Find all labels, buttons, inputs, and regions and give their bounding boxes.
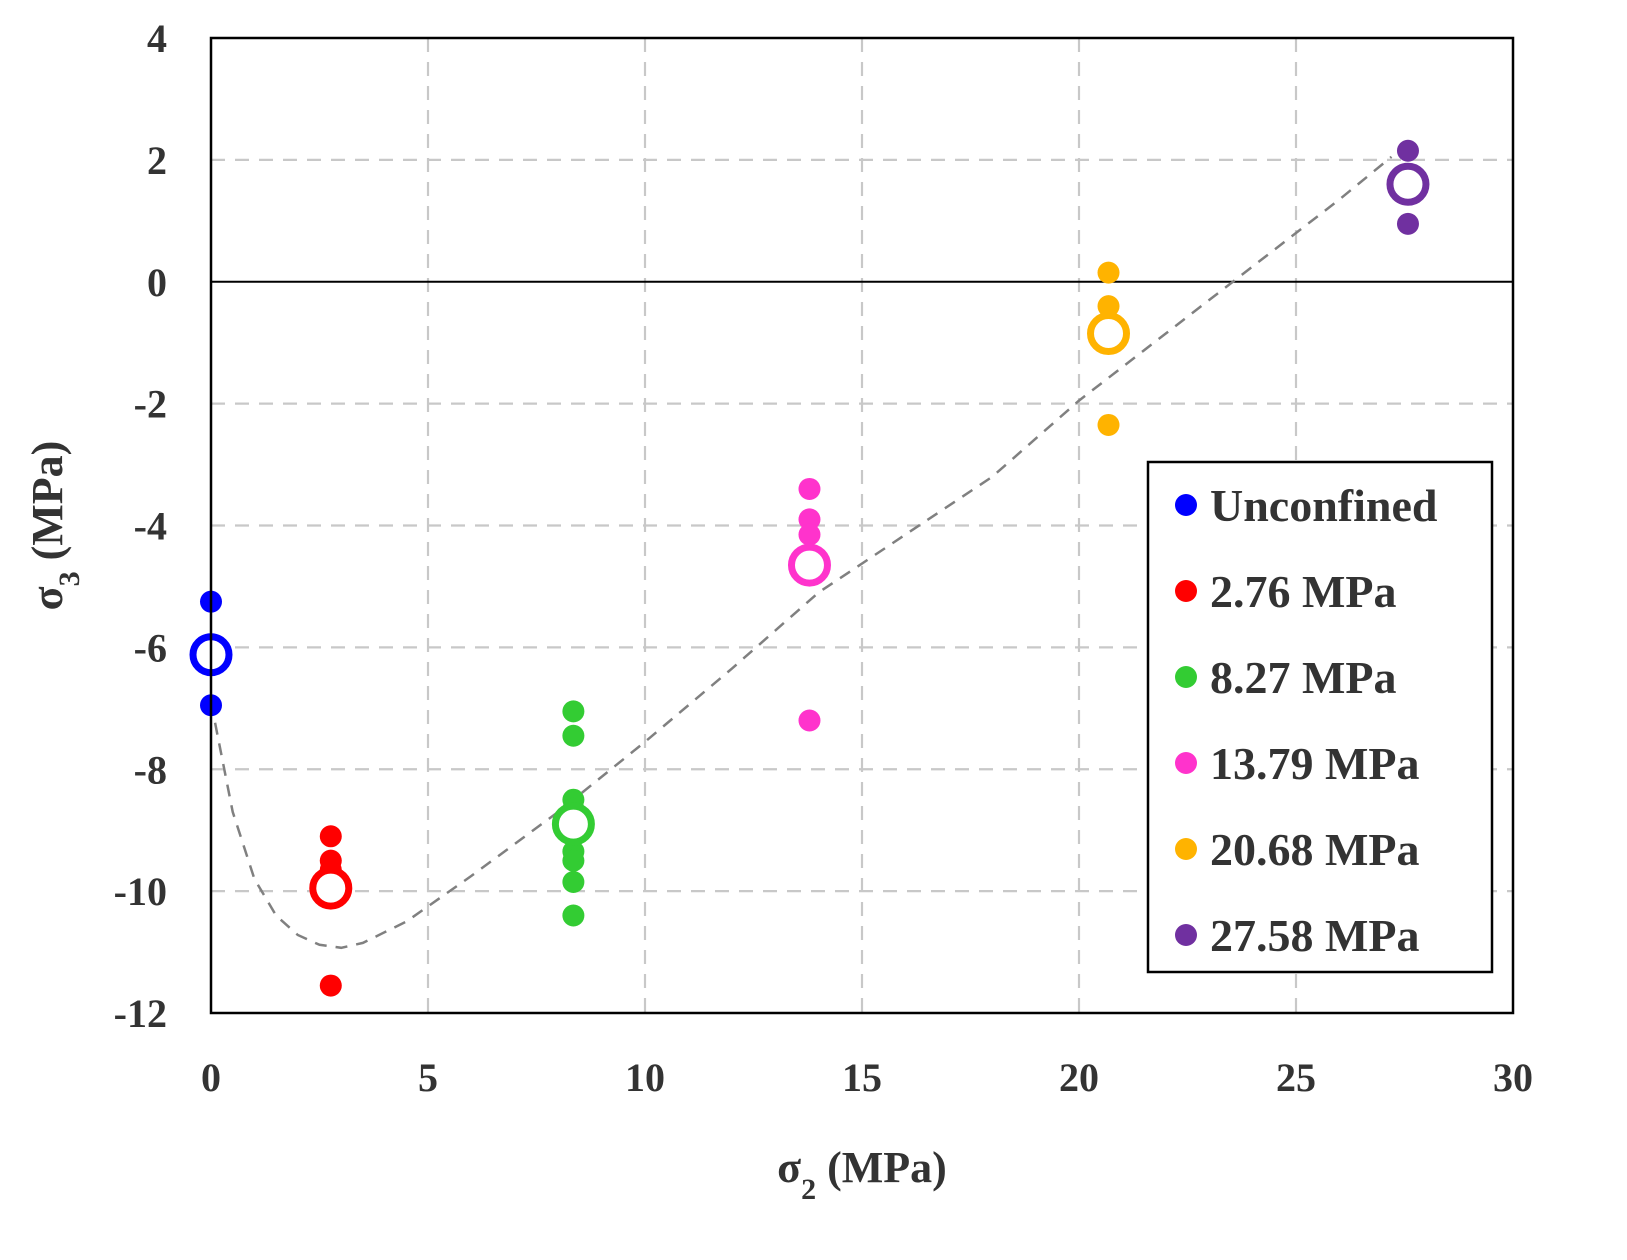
y-tick-label: 4 <box>147 16 167 61</box>
legend-box <box>1146 460 1494 974</box>
data-point <box>562 724 585 747</box>
data-point <box>562 849 585 872</box>
x-axis-symbol: σ <box>777 1143 801 1192</box>
data-point <box>1396 212 1419 235</box>
series-27-58-mpa <box>1386 139 1430 235</box>
series-8-27-mpa <box>551 700 595 927</box>
x-tick-label: 5 <box>418 1055 438 1100</box>
y-axis-unit: (MPa) <box>23 441 72 572</box>
y-tick-label: -8 <box>134 747 167 792</box>
data-point <box>562 904 585 927</box>
data-point <box>562 870 585 893</box>
y-tick-label: -6 <box>134 625 167 670</box>
data-point <box>798 709 821 732</box>
legend-label: Unconfined <box>1210 480 1438 531</box>
legend-label: 27.58 MPa <box>1210 910 1420 961</box>
x-tick-label: 0 <box>201 1055 221 1100</box>
legend-item: 2.76 MPa <box>1175 566 1397 617</box>
mean-marker <box>551 802 595 846</box>
mean-marker <box>1386 162 1430 206</box>
legend-item: Unconfined <box>1175 480 1438 531</box>
legend-marker <box>1175 752 1197 774</box>
data-point <box>1396 139 1419 162</box>
plot-area-border <box>209 36 1515 1015</box>
y-axis-title: σ3 (MPa) <box>23 441 86 611</box>
legend-item: 20.68 MPa <box>1175 824 1420 875</box>
data-point <box>798 477 821 500</box>
y-tick-label: -12 <box>114 991 167 1036</box>
y-tick-label: -4 <box>134 504 167 549</box>
data-point <box>1097 261 1120 284</box>
legend-item: 27.58 MPa <box>1175 910 1420 961</box>
series-20-68-mpa <box>1087 261 1131 436</box>
y-tick-label: 0 <box>147 260 167 305</box>
data-point <box>319 974 342 997</box>
legend-label: 20.68 MPa <box>1210 824 1420 875</box>
mean-marker <box>309 866 353 910</box>
x-axis-subscript: 2 <box>801 1173 816 1206</box>
y-tick-label: -10 <box>114 869 167 914</box>
legend: Unconfined 2.76 MPa 8.27 MPa 13.79 MPa 20.68… <box>1146 460 1494 974</box>
mean-marker <box>1087 312 1131 356</box>
legend-marker <box>1175 666 1197 688</box>
legend-items: Unconfined 2.76 MPa 8.27 MPa 13.79 MPa 20.68… <box>1175 480 1438 961</box>
legend-item: 8.27 MPa <box>1175 652 1397 703</box>
x-axis-title: σ2 (MPa) <box>777 1143 947 1206</box>
y-tick-label: -2 <box>134 382 167 427</box>
legend-marker <box>1175 580 1197 602</box>
x-tick-label: 20 <box>1059 1055 1099 1100</box>
legend-label: 8.27 MPa <box>1210 652 1397 703</box>
data-point <box>798 508 821 531</box>
mean-marker <box>787 543 831 587</box>
y-axis-symbol: σ <box>23 586 72 610</box>
legend-marker <box>1175 494 1197 516</box>
series-2-76-mpa <box>309 825 353 997</box>
data-point <box>319 825 342 848</box>
x-tick-label: 15 <box>842 1055 882 1100</box>
series-13-79-mpa <box>787 477 831 732</box>
x-axis-unit: (MPa) <box>816 1143 947 1192</box>
y-tick-label: 2 <box>147 138 167 183</box>
x-tick-label: 30 <box>1493 1055 1533 1100</box>
x-axis-ticks: 0 5 10 15 20 25 30 <box>201 1055 1533 1100</box>
data-point <box>1097 413 1120 436</box>
data-point <box>1097 295 1120 318</box>
data-point <box>798 523 821 546</box>
legend-item: 13.79 MPa <box>1175 738 1420 789</box>
x-tick-label: 25 <box>1276 1055 1316 1100</box>
x-tick-label: 10 <box>625 1055 665 1100</box>
data-point <box>562 700 585 723</box>
y-axis-subscript: 3 <box>53 571 86 586</box>
legend-label: 13.79 MPa <box>1210 738 1420 789</box>
legend-marker <box>1175 924 1197 946</box>
legend-marker <box>1175 838 1197 860</box>
y-axis-ticks: 4 2 0 -2 -4 -6 -8 -10 -12 <box>114 16 167 1036</box>
legend-label: 2.76 MPa <box>1210 566 1397 617</box>
